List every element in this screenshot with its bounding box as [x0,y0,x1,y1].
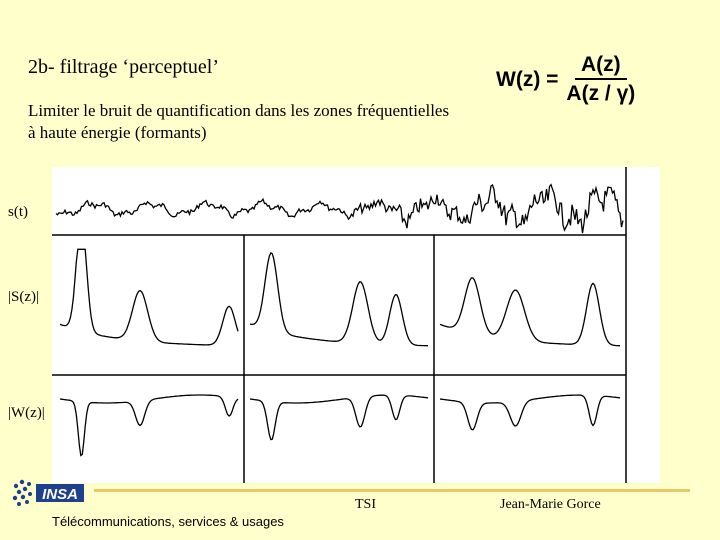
signal-label: s(t) [8,204,28,220]
weighting-curve [249,394,429,441]
logo-dots-icon [12,479,32,506]
footer-author: Jean-Marie Gorce [500,497,601,512]
formula-denominator: A(z / γ) [566,82,636,105]
weighting-formula: W(z) = A(z) A(z / γ) [496,52,635,108]
figure-grid [52,167,627,483]
footer-course: TSI [355,497,376,512]
spectrum-label: |S(z)| [8,289,39,305]
weighting-curve [59,394,239,457]
spectrum-curve [439,277,620,347]
footer-divider [94,489,690,492]
weighting-label: |W(z)| [8,405,45,421]
figure-curves [55,183,624,457]
figure-canvas [52,167,627,483]
logo-text: INSA [42,486,78,503]
spectrum-curve [249,251,428,347]
signal-trace [55,183,624,234]
weighting-curve [439,394,621,431]
insa-logo: INSA [10,472,86,512]
formula-lhs: W(z) = [496,68,559,91]
formula-numerator: A(z) [575,52,627,80]
footer-department: Télécommunications, services & usages [52,514,284,529]
slide-title: 2b- filtrage ‘perceptuel’ [28,56,220,78]
spectral-figure [52,167,660,483]
intro-line-2: à haute énergie (formants) [28,123,207,142]
intro-line-1: Limiter le bruit de quantification dans … [28,101,450,120]
intro-text: Limiter le bruit de quantification dans … [28,100,548,144]
spectrum-curve [59,248,239,346]
formula-fraction: A(z) A(z / γ) [566,52,635,108]
